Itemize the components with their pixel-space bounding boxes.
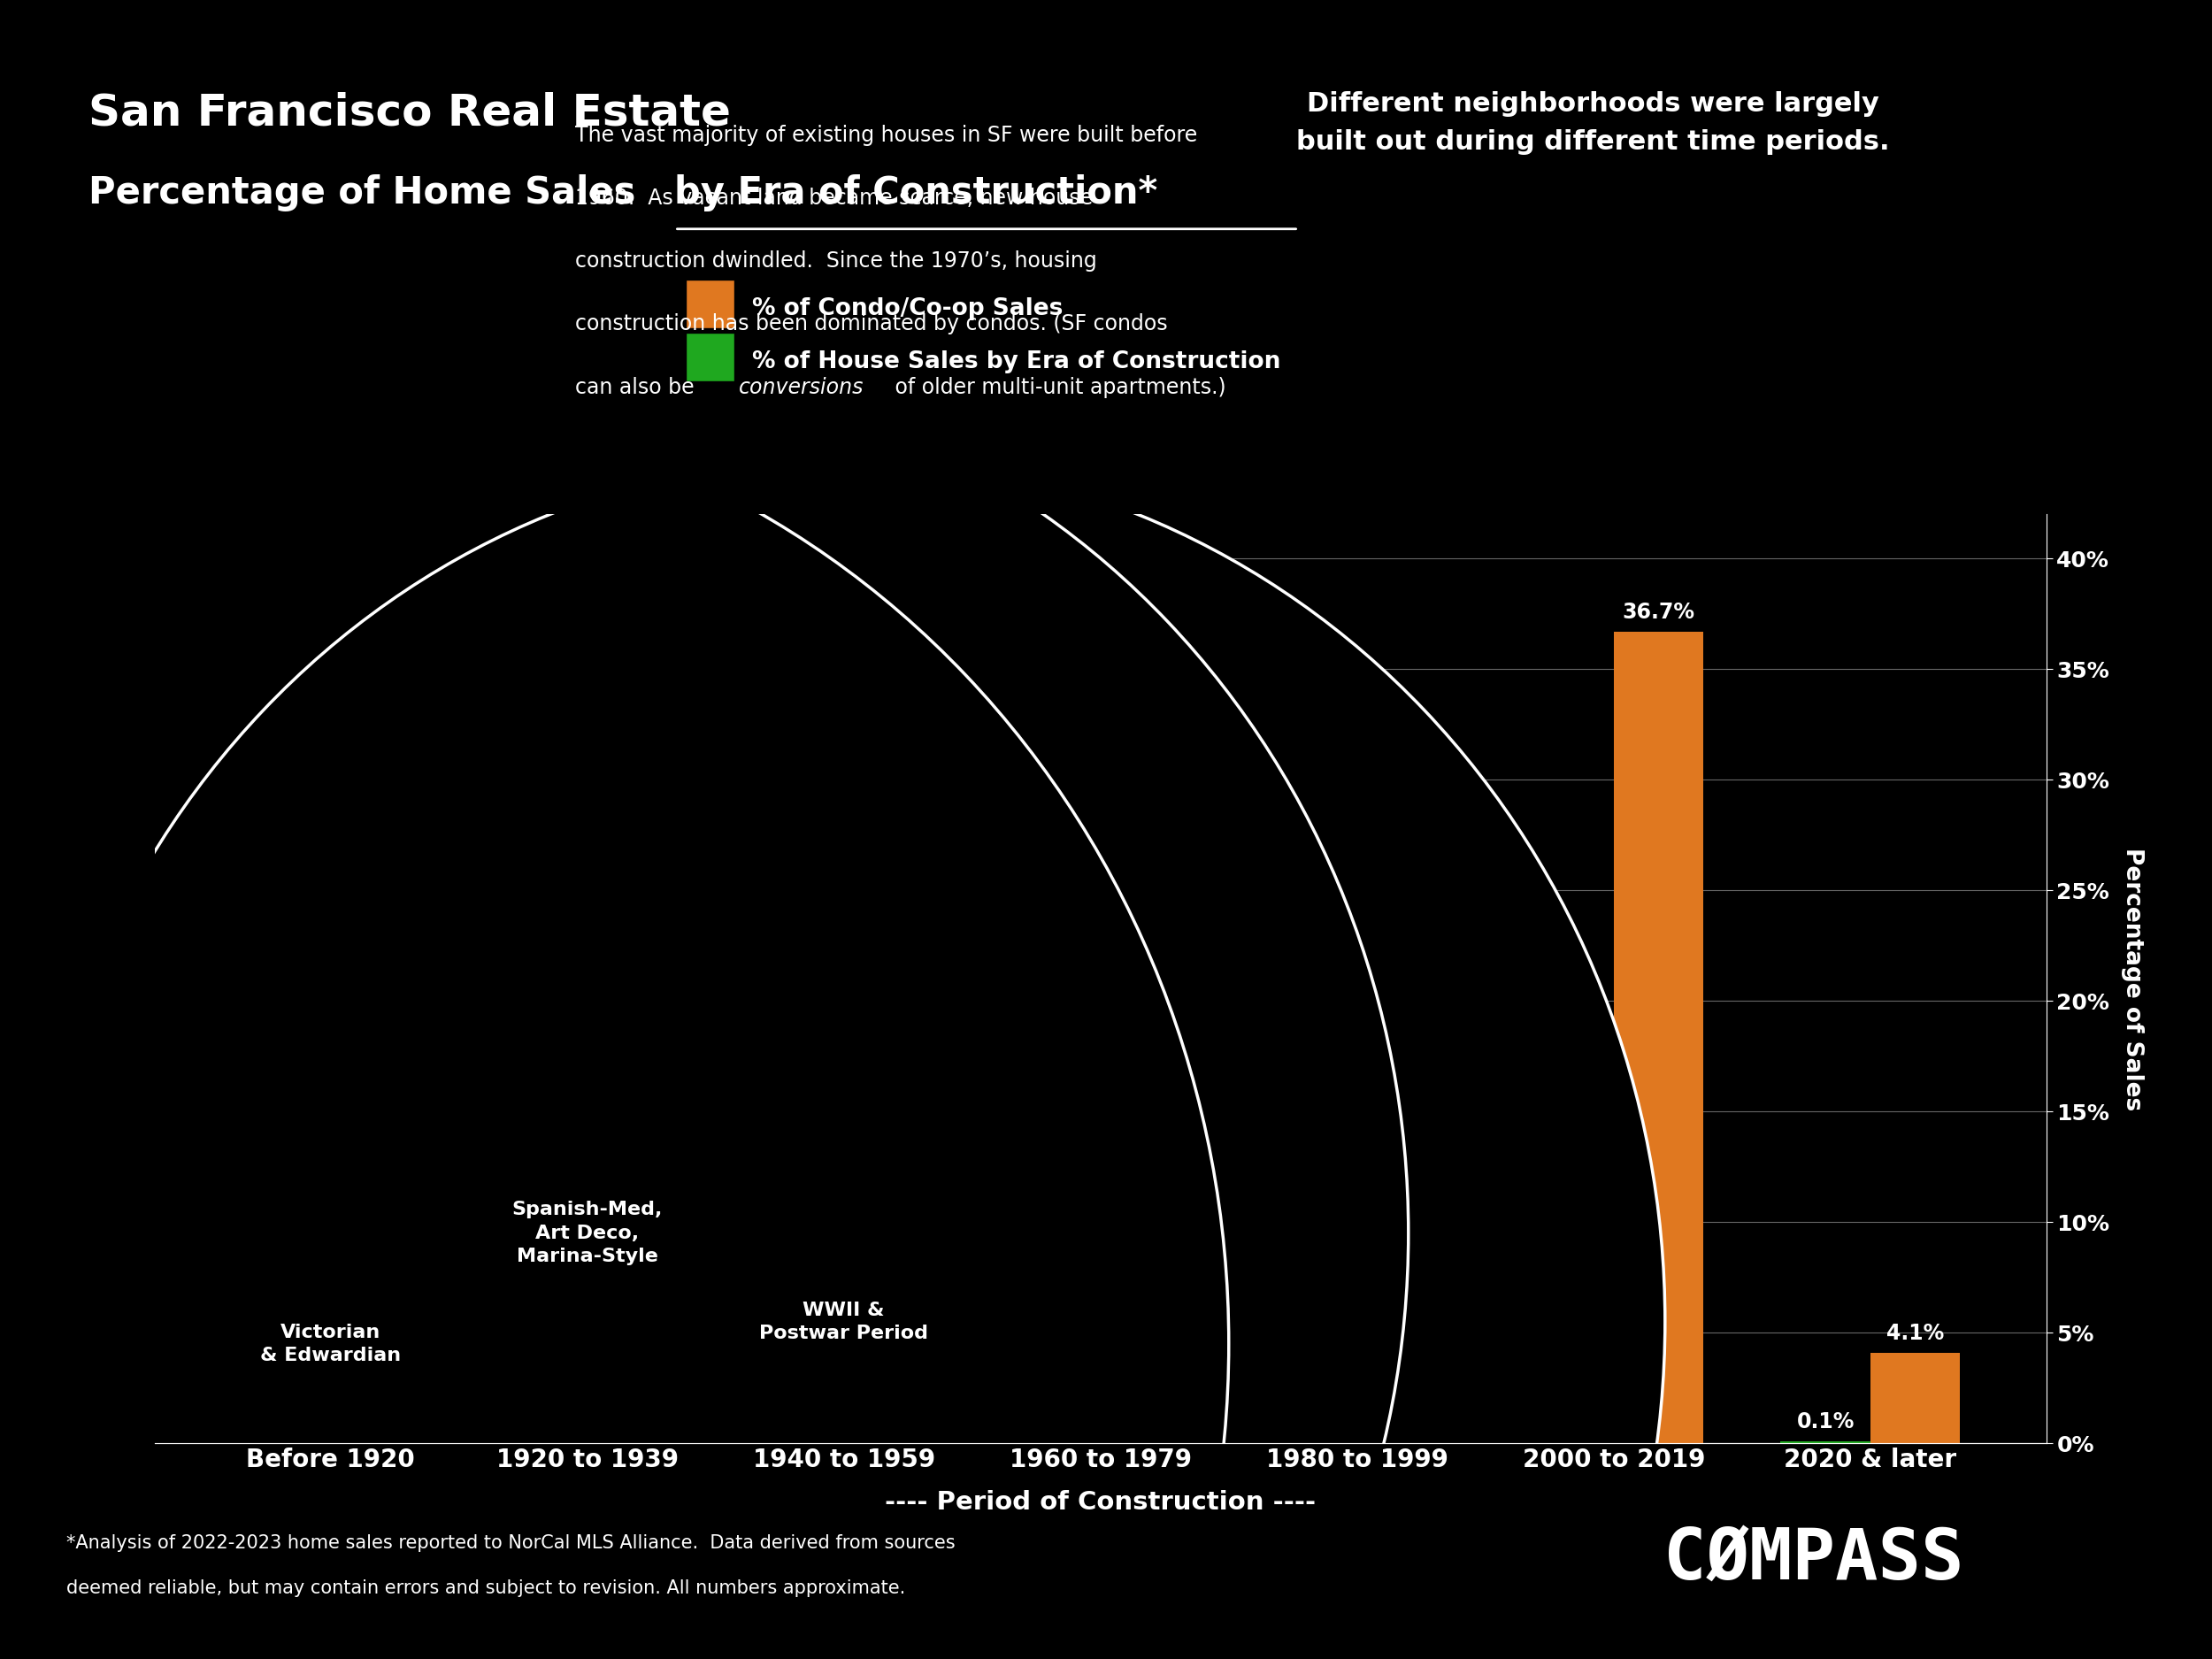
Bar	[843, 1392, 933, 1443]
Text: The vast majority of existing houses in SF were built before: The vast majority of existing houses in …	[575, 124, 1197, 146]
Text: 21.5%: 21.5%	[338, 937, 411, 959]
Bar	[330, 967, 420, 1443]
Ellipse shape	[0, 398, 1230, 1659]
Text: CØMPASS: CØMPASS	[1663, 1525, 1964, 1594]
Text: Different neighborhoods were largely
built out during different time periods.: Different neighborhoods were largely bui…	[1296, 91, 1889, 154]
Text: 5.2%: 5.2%	[1026, 1299, 1084, 1319]
Text: *Analysis of 2022-2023 home sales reported to NorCal MLS Alliance.  Data derived: *Analysis of 2022-2023 home sales report…	[66, 1535, 956, 1553]
Bar	[241, 805, 330, 1443]
Text: conversions: conversions	[739, 377, 863, 398]
Bar	[1011, 1329, 1102, 1443]
Text: | House construction dwindles;  new condo construction soars |: | House construction dwindles; new condo…	[898, 949, 1559, 967]
Bar	[754, 805, 843, 1443]
Text: 1960.  As vacant land became scarce, new house: 1960. As vacant land became scarce, new …	[575, 187, 1093, 209]
Text: 9.0%: 9.0%	[604, 1214, 661, 1236]
Bar	[1358, 1057, 1447, 1443]
Text: Victorian
& Edwardian: Victorian & Edwardian	[261, 1324, 400, 1364]
Bar	[1102, 1246, 1190, 1443]
Text: can also be: can also be	[575, 377, 701, 398]
Text: construction dwindled.  Since the 1970’s, housing: construction dwindled. Since the 1970’s,…	[575, 251, 1097, 272]
Text: 1.4%: 1.4%	[1540, 1382, 1597, 1404]
X-axis label: ---- Period of Construction ----: ---- Period of Construction ----	[885, 1490, 1316, 1515]
Bar	[498, 700, 586, 1443]
Text: of older multi-unit apartments.): of older multi-unit apartments.)	[887, 377, 1225, 398]
Text: 2.3%: 2.3%	[860, 1362, 918, 1384]
Bar	[1524, 1412, 1615, 1443]
Y-axis label: Percentage of Sales: Percentage of Sales	[2121, 848, 2143, 1110]
Text: % of House Sales by Era of Construction: % of House Sales by Era of Construction	[752, 350, 1281, 373]
Bar	[586, 1244, 677, 1443]
Text: 8.9%: 8.9%	[1117, 1216, 1175, 1238]
Text: by Era of Construction*: by Era of Construction*	[675, 174, 1159, 211]
Bar	[1267, 1402, 1358, 1443]
Text: 33.6%: 33.6%	[507, 670, 580, 692]
Text: San Francisco Real Estate: San Francisco Real Estate	[88, 91, 730, 134]
Text: 17.5%: 17.5%	[1365, 1027, 1438, 1047]
Bar	[1615, 632, 1703, 1443]
Ellipse shape	[22, 458, 1666, 1659]
Text: Percentage of Home Sales: Percentage of Home Sales	[88, 174, 648, 211]
Text: construction has been dominated by condos. (SF condos: construction has been dominated by condo…	[575, 314, 1168, 335]
Bar	[1871, 1352, 1960, 1443]
Text: % of Condo/Co-op Sales: % of Condo/Co-op Sales	[752, 297, 1064, 320]
Bar	[1781, 1442, 1871, 1443]
Text: 36.7%: 36.7%	[1621, 602, 1694, 622]
Text: 28.9%: 28.9%	[763, 775, 836, 795]
Text: WWII &
Postwar Period: WWII & Postwar Period	[759, 1301, 929, 1342]
Text: 28.9%: 28.9%	[250, 775, 323, 795]
Text: Spanish-Med,
Art Deco,
Marina-Style: Spanish-Med, Art Deco, Marina-Style	[511, 1201, 664, 1266]
Text: 1.9%: 1.9%	[1283, 1372, 1340, 1392]
Text: deemed reliable, but may contain errors and subject to revision. All numbers app: deemed reliable, but may contain errors …	[66, 1579, 905, 1598]
Text: 4.1%: 4.1%	[1887, 1322, 1944, 1344]
Text: 0.1%: 0.1%	[1796, 1412, 1854, 1432]
Ellipse shape	[0, 368, 1409, 1659]
